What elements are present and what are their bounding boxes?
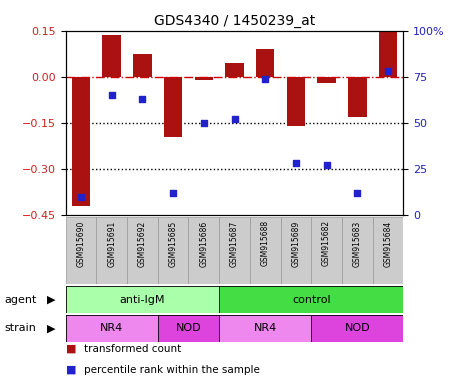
Bar — [158, 217, 189, 284]
Text: GSM915687: GSM915687 — [230, 220, 239, 266]
Title: GDS4340 / 1450239_at: GDS4340 / 1450239_at — [154, 14, 315, 28]
Text: GSM915691: GSM915691 — [107, 220, 116, 266]
Bar — [158, 315, 219, 342]
Text: control: control — [292, 295, 331, 305]
Bar — [127, 217, 158, 284]
Bar — [103, 35, 121, 77]
Point — [354, 190, 361, 196]
Bar — [256, 49, 274, 77]
Bar — [72, 77, 90, 206]
Text: NOD: NOD — [175, 323, 201, 333]
Bar — [342, 217, 373, 284]
Bar — [219, 286, 403, 313]
Text: ▶: ▶ — [47, 295, 55, 305]
Text: GSM915686: GSM915686 — [199, 220, 208, 266]
Point — [200, 120, 208, 126]
Text: NR4: NR4 — [100, 323, 123, 333]
Bar — [379, 32, 397, 77]
Bar — [189, 217, 219, 284]
Point — [231, 116, 238, 122]
Bar — [219, 217, 250, 284]
Bar — [373, 217, 403, 284]
Text: GSM915684: GSM915684 — [384, 220, 393, 266]
Point — [169, 190, 177, 196]
Point — [323, 162, 330, 168]
Bar — [311, 315, 403, 342]
Bar — [348, 77, 366, 117]
Text: transformed count: transformed count — [84, 344, 182, 354]
Text: GSM915690: GSM915690 — [76, 220, 85, 267]
Bar — [164, 77, 182, 137]
Bar — [287, 77, 305, 126]
Point — [384, 68, 392, 74]
Bar — [66, 286, 219, 313]
Text: ■: ■ — [66, 344, 76, 354]
Point — [77, 194, 85, 200]
Text: percentile rank within the sample: percentile rank within the sample — [84, 365, 260, 375]
Text: GSM915683: GSM915683 — [353, 220, 362, 266]
Text: GSM915689: GSM915689 — [291, 220, 301, 266]
Text: GSM915688: GSM915688 — [261, 220, 270, 266]
Bar — [318, 77, 336, 83]
Bar — [66, 217, 96, 284]
Bar — [219, 315, 311, 342]
Bar — [195, 77, 213, 80]
Text: NR4: NR4 — [254, 323, 277, 333]
Text: anti-IgM: anti-IgM — [120, 295, 165, 305]
Text: strain: strain — [5, 323, 37, 333]
Text: GSM915682: GSM915682 — [322, 220, 331, 266]
Point — [261, 76, 269, 82]
Point — [108, 92, 115, 98]
Bar — [66, 315, 158, 342]
Bar — [133, 54, 151, 77]
Bar — [311, 217, 342, 284]
Bar — [250, 217, 280, 284]
Text: ■: ■ — [66, 365, 76, 375]
Text: GSM915692: GSM915692 — [138, 220, 147, 266]
Text: NOD: NOD — [344, 323, 370, 333]
Bar — [96, 217, 127, 284]
Point — [292, 161, 300, 167]
Bar — [280, 217, 311, 284]
Text: ▶: ▶ — [47, 323, 55, 333]
Point — [139, 96, 146, 102]
Text: GSM915685: GSM915685 — [168, 220, 178, 266]
Bar — [225, 63, 244, 77]
Text: agent: agent — [5, 295, 37, 305]
